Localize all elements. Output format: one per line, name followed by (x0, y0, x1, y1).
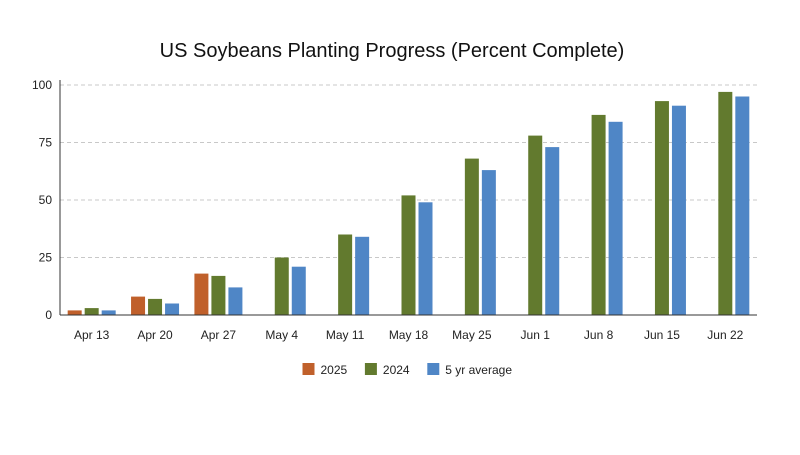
x-axis-ticks: Apr 13 Apr 20 Apr 27 May 4 May 11 May 18 May 2… (74, 328, 744, 342)
legend-swatch (427, 363, 440, 375)
x-tick-label: Jun 22 (707, 328, 743, 342)
bar-5-yr-average-may-11 (355, 236, 370, 315)
bar-2024-apr-27 (211, 275, 226, 315)
bar-2024-apr-20 (148, 298, 163, 315)
bar-5-yr-average-apr-13 (101, 310, 116, 315)
bar-2024-jun-15 (654, 101, 669, 315)
y-tick-label: 75 (39, 136, 53, 150)
bar-2025-apr-20 (131, 296, 146, 315)
legend-swatch (364, 363, 377, 375)
x-tick-label: May 18 (389, 328, 429, 342)
x-tick-label: May 4 (265, 328, 298, 342)
legend-label: 2025 (321, 363, 348, 377)
x-tick-label: May 25 (452, 328, 492, 342)
bar-2024-may-18 (401, 195, 416, 315)
bar-2024-apr-13 (84, 308, 99, 315)
x-tick-label: Apr 20 (137, 328, 173, 342)
bar-5-yr-average-jun-22 (735, 96, 750, 315)
bar-5-yr-average-jun-15 (671, 105, 686, 315)
x-tick-label: Apr 13 (74, 328, 110, 342)
legend-label: 5 yr average (445, 363, 512, 377)
legend-item: 2025 (302, 363, 348, 377)
x-tick-label: Jun 1 (521, 328, 551, 342)
bar-2024-may-25 (464, 158, 479, 315)
legend-swatch (302, 363, 315, 375)
x-tick-label: Apr 27 (201, 328, 237, 342)
legend-label: 2024 (383, 363, 410, 377)
bar-2024-jun-8 (591, 114, 606, 316)
bar-2024-jun-22 (718, 91, 733, 316)
legend: 2025 2024 5 yr average (302, 363, 512, 377)
bar-5-yr-average-apr-20 (165, 303, 180, 315)
x-tick-label: Jun 8 (584, 328, 614, 342)
legend-item: 2024 (364, 363, 410, 377)
chart-title: US Soybeans Planting Progress (Percent C… (160, 40, 625, 62)
bar-5-yr-average-may-25 (481, 170, 496, 315)
bar-2024-may-4 (274, 257, 289, 315)
y-tick-label: 50 (39, 193, 53, 207)
y-tick-label: 0 (45, 308, 52, 322)
legend-item: 5 yr average (427, 363, 512, 377)
bar-5-yr-average-jun-8 (608, 121, 623, 315)
bar-2025-apr-13 (67, 310, 82, 315)
bar-5-yr-average-jun-1 (545, 147, 560, 315)
bar-2025-apr-27 (194, 273, 209, 315)
bar-5-yr-average-may-18 (418, 202, 433, 315)
x-tick-label: Jun 15 (644, 328, 680, 342)
axes (59, 80, 757, 316)
y-tick-label: 100 (32, 78, 52, 92)
bar-2024-may-11 (338, 234, 353, 315)
y-axis-ticks: 0 25 50 75 100 (32, 78, 52, 322)
bar-2024-jun-1 (528, 135, 543, 315)
x-tick-label: May 11 (326, 328, 365, 342)
y-tick-label: 25 (39, 251, 53, 265)
bar-5-yr-average-apr-27 (228, 287, 243, 315)
bar-5-yr-average-may-4 (291, 266, 306, 315)
bars (67, 91, 750, 316)
